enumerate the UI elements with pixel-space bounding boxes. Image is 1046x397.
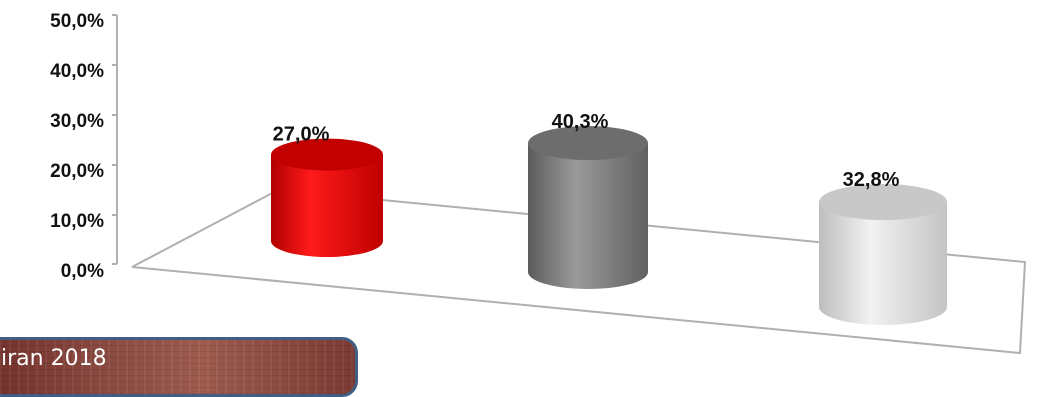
y-tick-label: 0,0%: [61, 261, 104, 282]
bar-cylinder-1: [271, 138, 383, 257]
bar-chart: 0,0% 10,0% 20,0% 30,0% 40,0% 50,0% 27,0%…: [50, 11, 1027, 355]
y-tick-marks: [112, 14, 117, 265]
y-tick-label: 50,0%: [50, 11, 104, 32]
banner-text: iran 2018: [1, 346, 107, 371]
footer-banner: iran 2018: [0, 337, 358, 397]
y-tick-label: 10,0%: [50, 211, 104, 232]
y-tick-label: 40,0%: [50, 61, 104, 82]
data-label: 27,0%: [273, 124, 330, 146]
data-label: 32,8%: [843, 169, 900, 191]
floor-outline: [131, 188, 1027, 355]
bar-cylinder-2: [528, 126, 648, 289]
axis-frame: [112, 14, 1027, 355]
y-tick-label: 30,0%: [50, 111, 104, 132]
y-tick-label: 20,0%: [50, 161, 104, 182]
chart-area: 0,0% 10,0% 20,0% 30,0% 40,0% 50,0% 27,0%…: [0, 11, 1027, 397]
y-tick-labels: 0,0% 10,0% 20,0% 30,0% 40,0% 50,0%: [50, 11, 104, 282]
data-label: 40,3%: [552, 111, 609, 133]
bar-cylinder-3: [819, 184, 947, 325]
